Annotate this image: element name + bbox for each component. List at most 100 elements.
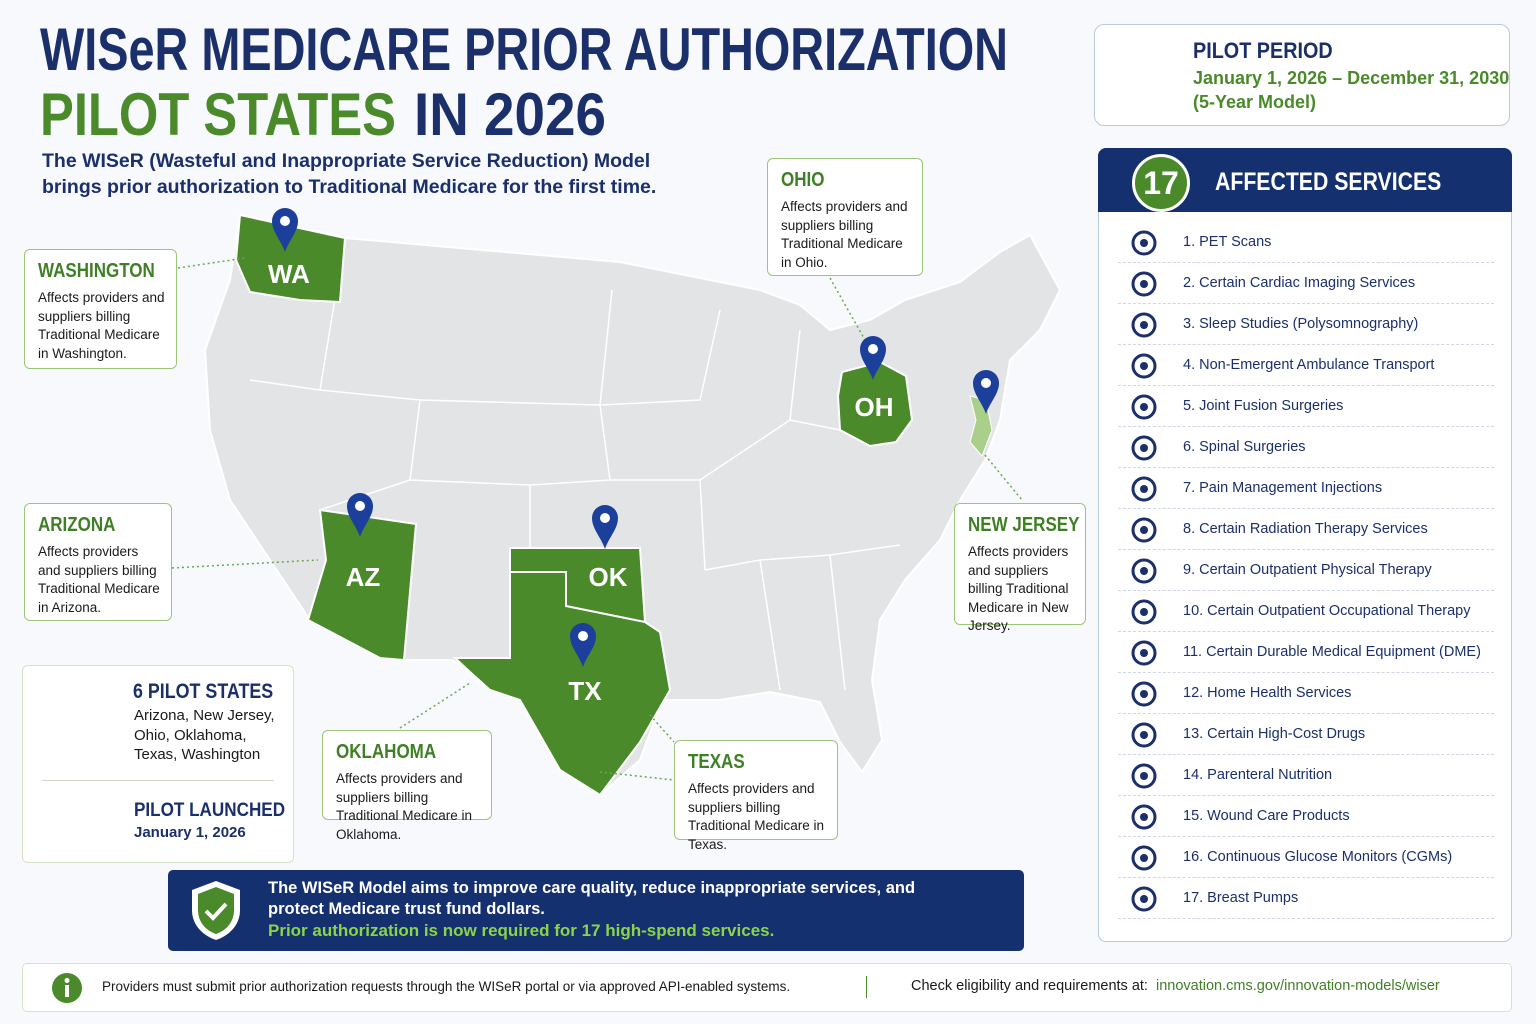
service-name: 6. Spinal Surgeries: [1183, 439, 1306, 455]
service-item: 6. Spinal Surgeries: [1118, 427, 1494, 468]
service-icon-dot: [1140, 485, 1148, 493]
state-callout: TEXAS Affects providers and suppliers bil…: [674, 740, 838, 852]
service-icon: [1131, 312, 1157, 338]
state-abbr: WA: [268, 259, 310, 289]
service-icon-shape: [1131, 681, 1157, 707]
service-icon-shape: [1131, 722, 1157, 748]
service-icon-dot: [1140, 731, 1148, 739]
service-icon-shape: [1131, 558, 1157, 584]
shield-icon: [192, 881, 240, 940]
launched-label: PILOT LAUNCHED: [134, 800, 286, 821]
services-title: AFFECTED SERVICES: [1215, 168, 1442, 196]
service-name: 14. Parenteral Nutrition: [1183, 767, 1333, 783]
service-icon: [1131, 394, 1157, 420]
service-icon-shape: [1131, 394, 1157, 420]
summary-count: 6: [133, 680, 143, 703]
service-name: 12. Home Health Services: [1183, 685, 1352, 701]
map-pin-dot: [981, 378, 991, 388]
service-icon-shape: [1131, 517, 1157, 543]
service-item: 16. Continuous Glucose Monitors (CGMs): [1118, 837, 1494, 878]
service-item: 1. PET Scans: [1118, 222, 1494, 263]
service-item: 4. Non-Emergent Ambulance Transport: [1118, 345, 1494, 386]
service-icon-shape: [1131, 804, 1157, 830]
service-icon-dot: [1140, 854, 1148, 862]
state-description: Affects providers and suppliers billing …: [38, 290, 165, 361]
service-icon: [1131, 845, 1157, 871]
service-item: 10. Certain Outpatient Occupational Ther…: [1118, 591, 1494, 632]
service-item: 15. Wound Care Products: [1118, 796, 1494, 837]
banner-text: The WISeR Model aims to improve care qua…: [268, 879, 916, 918]
service-item: 13. Certain High-Cost Drugs: [1118, 714, 1494, 755]
state-abbr: OK: [589, 562, 628, 592]
service-item: 17. Breast Pumps: [1118, 878, 1494, 919]
service-icon-shape: [1131, 640, 1157, 666]
service-name: 9. Certain Outpatient Physical Therapy: [1183, 562, 1432, 578]
map-pin-dot: [600, 513, 610, 523]
summary-heading: 6 PILOT STATES: [133, 680, 273, 704]
service-item: 3. Sleep Studies (Polysomnography): [1118, 304, 1494, 345]
map-pin-dot: [868, 344, 878, 354]
map-pin-dot: [578, 631, 588, 641]
service-icon-shape: [1131, 312, 1157, 338]
service-icon: [1131, 804, 1157, 830]
service-icon-dot: [1140, 649, 1148, 657]
pilot-period-box: [1094, 24, 1510, 126]
service-icon: [1131, 271, 1157, 297]
service-icon-shape: [1131, 476, 1157, 502]
service-name: 7. Pain Management Injections: [1183, 480, 1383, 496]
pins: [272, 208, 999, 667]
leader-lines: [171, 257, 1023, 781]
pilot-period-dates: January 1, 2026 – December 31, 2030: [1193, 68, 1510, 88]
service-icon-dot: [1140, 403, 1148, 411]
state-callout: OKLAHOMA Affects providers and suppliers …: [322, 730, 492, 842]
footer-url[interactable]: innovation.cms.gov/innovation-models/wis…: [1156, 978, 1440, 994]
map-pin: [860, 336, 886, 380]
service-icon: [1131, 558, 1157, 584]
state-name: NEW JERSEY: [968, 514, 1080, 536]
service-icon-dot: [1140, 321, 1148, 329]
map-pin: [272, 208, 298, 252]
state-oh: [836, 360, 914, 448]
service-icon: [1131, 722, 1157, 748]
service-item: 14. Parenteral Nutrition: [1118, 755, 1494, 796]
service-name: 8. Certain Radiation Therapy Services: [1183, 521, 1428, 537]
subtitle-line: The WISeR (Wasteful and Inappropriate Se…: [42, 150, 650, 172]
state-callout: ARIZONA Affects providers and suppliers b…: [24, 503, 172, 621]
state-callout: NEW JERSEY Affects providers and supplier…: [954, 503, 1086, 633]
state-description: Affects providers and suppliers billing …: [38, 544, 160, 615]
service-icon-shape: [1131, 886, 1157, 912]
state-wa: [234, 213, 347, 304]
service-item: 11. Certain Durable Medical Equipment (D…: [1118, 632, 1494, 673]
us-map: [203, 213, 1062, 797]
service-name: 13. Certain High-Cost Drugs: [1183, 726, 1366, 742]
service-item: 8. Certain Radiation Therapy Services: [1118, 509, 1494, 550]
footer-check: Check eligibility and requirements at: i…: [911, 978, 1440, 994]
state-name: OHIO: [781, 169, 825, 191]
service-icon-shape: [1131, 353, 1157, 379]
service-icon-shape: [1131, 763, 1157, 789]
footer-divider: [866, 976, 867, 998]
service-icon: [1131, 435, 1157, 461]
footer-note: Providers must submit prior authorizatio…: [102, 979, 791, 994]
map-pin-dot: [355, 501, 365, 511]
service-icon: [1131, 353, 1157, 379]
service-name: 17. Breast Pumps: [1183, 890, 1299, 906]
map-pin: [347, 493, 373, 537]
state-name: OKLAHOMA: [336, 741, 437, 763]
service-item: 7. Pain Management Injections: [1118, 468, 1494, 509]
subtitle-line: brings prior authorization to Traditiona…: [42, 176, 656, 198]
service-icon-shape: [1131, 230, 1157, 256]
info-icon: [52, 973, 82, 1003]
map-pin: [570, 623, 596, 667]
state-abbr: TX: [568, 676, 602, 706]
title-green: PILOT STATES: [40, 81, 396, 148]
service-icon-dot: [1140, 813, 1148, 821]
state-az: [306, 508, 418, 662]
service-item: 12. Home Health Services: [1118, 673, 1494, 714]
service-icon: [1131, 681, 1157, 707]
state-callout: OHIO Affects providers and suppliers bill…: [767, 158, 923, 276]
service-icon: [1131, 517, 1157, 543]
